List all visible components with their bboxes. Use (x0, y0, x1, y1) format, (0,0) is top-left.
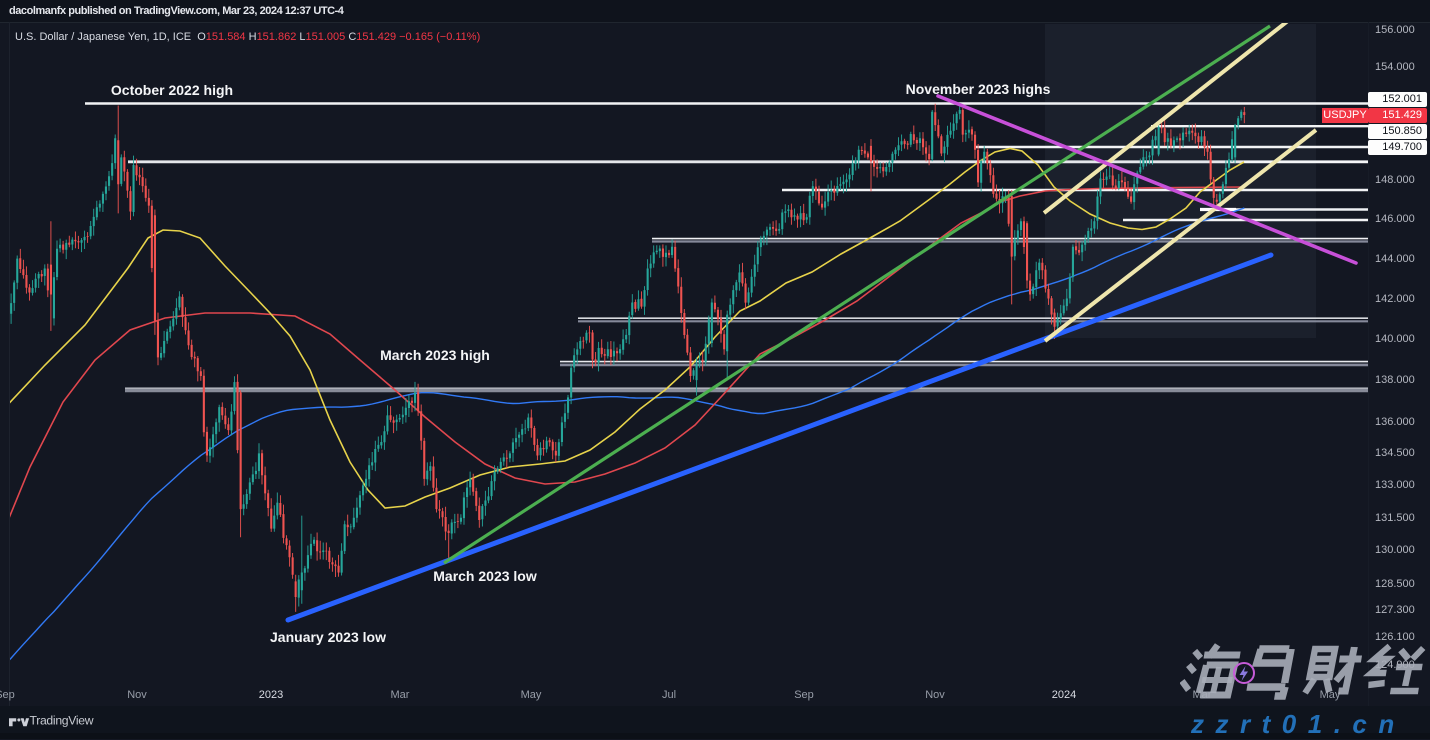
svg-text:TradingView: TradingView (30, 714, 94, 728)
